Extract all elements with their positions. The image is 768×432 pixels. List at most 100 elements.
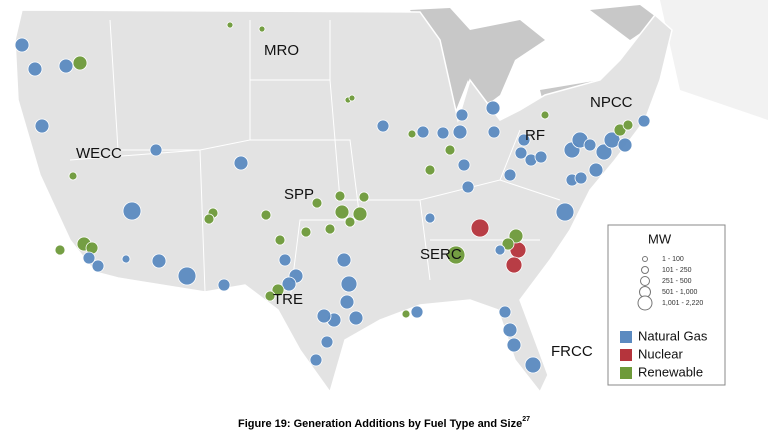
legend-swatch (620, 331, 632, 343)
plant-marker (320, 335, 334, 349)
legend-size-symbol (640, 276, 650, 286)
plant-marker (514, 146, 528, 160)
plant-marker (424, 212, 436, 224)
plant-marker (34, 118, 50, 134)
plant-marker (72, 55, 88, 71)
plant-marker (68, 171, 78, 181)
legend-fuel-label: Nuclear (638, 346, 683, 361)
plant-marker (233, 155, 249, 171)
plant-marker (344, 216, 356, 228)
plant-marker (407, 129, 417, 139)
plant-marker (264, 290, 276, 302)
plant-marker (340, 275, 358, 293)
plant-marker (506, 337, 522, 353)
plant-marker (300, 226, 312, 238)
legend-size-symbol (641, 266, 649, 274)
plant-marker (583, 138, 597, 152)
plant-marker (278, 253, 292, 267)
region-label: FRCC (551, 343, 593, 360)
plant-marker (14, 37, 30, 53)
plant-marker (501, 237, 515, 251)
plant-marker (617, 137, 633, 153)
plant-marker (540, 110, 550, 120)
plant-marker (121, 254, 131, 264)
plant-marker (309, 353, 323, 367)
region-label: WECC (76, 145, 122, 162)
legend-size-label: 501 - 1,000 (662, 289, 698, 296)
us-land (14, 9, 673, 394)
plant-marker (436, 126, 450, 140)
plant-marker (446, 245, 466, 265)
plant-marker (574, 171, 588, 185)
plant-marker (274, 234, 286, 246)
plant-marker (27, 61, 43, 77)
plant-marker (524, 356, 542, 374)
plant-marker (637, 114, 651, 128)
region-label: MRO (264, 42, 299, 59)
plant-marker (410, 305, 424, 319)
plant-marker (217, 278, 231, 292)
plant-markers (14, 21, 651, 374)
plant-marker (452, 124, 468, 140)
plant-marker (588, 162, 604, 178)
plant-marker (82, 251, 96, 265)
plant-marker (503, 168, 517, 182)
plant-marker (517, 133, 531, 147)
legend-swatch (620, 367, 632, 379)
region-label: SPP (284, 186, 314, 203)
plant-marker (348, 310, 364, 326)
plant-marker (487, 125, 501, 139)
plant-marker (151, 253, 167, 269)
plant-marker (54, 244, 66, 256)
plant-marker (271, 283, 285, 297)
plant-marker (258, 25, 266, 33)
plant-marker (595, 143, 613, 161)
plant-marker (348, 94, 356, 102)
plant-marker (485, 100, 501, 116)
plant-marker (149, 143, 163, 157)
plant-marker (58, 58, 74, 74)
legend-fuel-label: Renewable (638, 364, 703, 379)
region-label: TRE (273, 291, 303, 308)
region-label: NPCC (590, 94, 633, 111)
caption: Figure 19: Generation Additions by Fuel … (238, 416, 530, 430)
plant-marker (461, 180, 475, 194)
plant-marker (122, 201, 142, 221)
region-label: RF (525, 127, 545, 144)
legend-size-symbol (642, 256, 648, 262)
plant-marker (457, 158, 471, 172)
legend-title: MW (648, 231, 672, 246)
plant-marker (316, 308, 332, 324)
plant-marker (622, 119, 634, 131)
legend-size-label: 1 - 100 (662, 256, 684, 263)
plant-marker (494, 244, 506, 256)
plant-marker (336, 252, 352, 268)
legend-size-label: 1,001 - 2,220 (662, 300, 703, 307)
plant-marker (339, 294, 355, 310)
plant-marker (260, 209, 272, 221)
plant-marker (505, 256, 523, 274)
plant-marker (534, 150, 548, 164)
plant-marker (444, 144, 456, 156)
plant-marker (498, 305, 512, 319)
plant-marker (203, 213, 215, 225)
plant-marker (401, 309, 411, 319)
plant-marker (455, 108, 469, 122)
plant-marker (226, 21, 234, 29)
plant-marker (376, 119, 390, 133)
legend-size-label: 101 - 250 (662, 267, 692, 274)
plant-marker (334, 190, 346, 202)
region-label: SERC (420, 246, 462, 263)
plant-marker (177, 266, 197, 286)
plant-marker (502, 322, 518, 338)
plant-marker (352, 206, 368, 222)
plant-marker (324, 223, 336, 235)
legend-swatch (620, 349, 632, 361)
plant-marker (334, 204, 350, 220)
plant-marker (470, 218, 490, 238)
caption-text: Figure 19: Generation Additions by Fuel … (238, 418, 522, 430)
legend-fuel-label: Natural Gas (638, 328, 708, 343)
plant-marker (424, 164, 436, 176)
caption-note: 27 (522, 416, 530, 423)
